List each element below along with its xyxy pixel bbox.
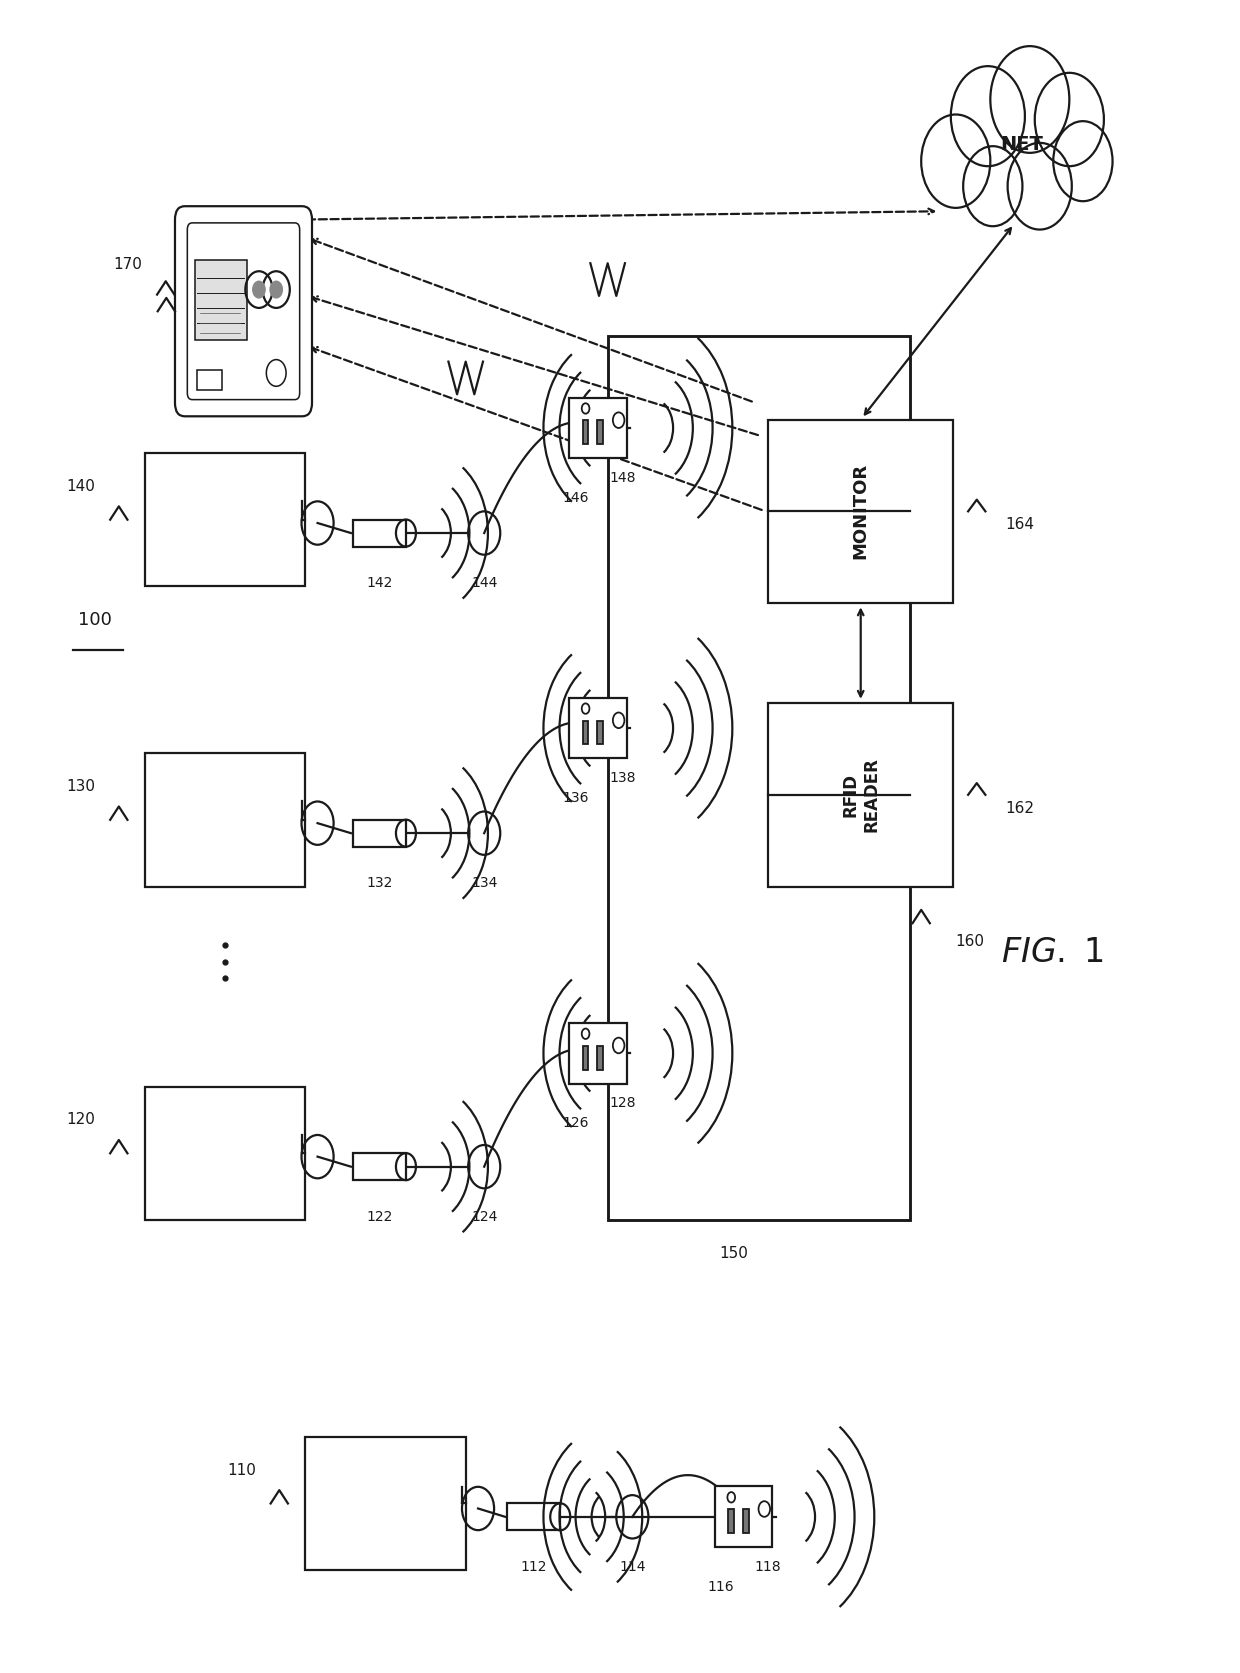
Text: 130: 130 [67, 780, 95, 795]
Text: 114: 114 [619, 1559, 646, 1574]
Bar [352, 520, 405, 547]
Text: 148: 148 [609, 472, 636, 485]
Text: NET: NET [999, 136, 1043, 154]
Text: 100: 100 [78, 611, 113, 629]
Bar [598, 420, 603, 445]
Text: 160: 160 [956, 934, 985, 949]
Text: 144: 144 [471, 576, 497, 591]
Circle shape [991, 47, 1069, 152]
Text: 128: 128 [609, 1096, 636, 1111]
Text: 124: 124 [471, 1210, 497, 1223]
Bar [352, 1153, 405, 1179]
Text: 126: 126 [562, 1116, 589, 1131]
Bar [583, 420, 589, 445]
Bar [714, 1487, 773, 1548]
Circle shape [963, 146, 1023, 226]
Bar [197, 370, 222, 390]
Text: 120: 120 [67, 1113, 95, 1128]
Circle shape [253, 281, 265, 298]
Text: 162: 162 [1006, 801, 1034, 816]
Text: 140: 140 [67, 478, 95, 494]
Text: 116: 116 [708, 1579, 734, 1594]
Text: 134: 134 [471, 877, 497, 890]
Bar [507, 1504, 560, 1531]
Circle shape [1034, 74, 1104, 166]
Text: 138: 138 [609, 771, 636, 785]
Text: 146: 146 [562, 490, 589, 505]
Text: MONITOR: MONITOR [852, 463, 869, 559]
Text: 110: 110 [227, 1462, 255, 1477]
Bar [583, 1046, 589, 1069]
Text: 118: 118 [755, 1559, 781, 1574]
Circle shape [921, 114, 991, 207]
Text: 164: 164 [1006, 517, 1034, 532]
Bar [145, 1087, 305, 1220]
Bar [145, 453, 305, 586]
Bar [145, 753, 305, 887]
Circle shape [1008, 142, 1071, 229]
Bar [728, 1509, 734, 1532]
Bar [768, 420, 954, 602]
Bar [598, 721, 603, 744]
Bar [583, 721, 589, 744]
Bar [569, 698, 626, 758]
Text: 132: 132 [366, 877, 393, 890]
Text: 122: 122 [366, 1210, 393, 1223]
Bar [352, 820, 405, 847]
Text: RFID
READER: RFID READER [841, 758, 880, 831]
FancyBboxPatch shape [187, 223, 300, 400]
Bar [598, 1046, 603, 1069]
FancyBboxPatch shape [175, 206, 312, 417]
Text: $\mathit{FIG.}\ \mathit{1}$: $\mathit{FIG.}\ \mathit{1}$ [1001, 937, 1104, 969]
Bar [569, 1022, 626, 1084]
Bar [743, 1509, 749, 1532]
Bar [608, 336, 910, 1220]
Bar [195, 259, 247, 340]
Circle shape [270, 281, 283, 298]
Text: 136: 136 [562, 791, 589, 805]
Text: 150: 150 [719, 1246, 749, 1261]
Text: 170: 170 [113, 258, 143, 273]
Circle shape [1053, 120, 1112, 201]
Bar [569, 398, 626, 458]
Circle shape [951, 67, 1025, 166]
Text: 142: 142 [366, 576, 393, 591]
Bar [768, 703, 954, 887]
Bar [305, 1437, 466, 1571]
Text: 112: 112 [521, 1559, 547, 1574]
